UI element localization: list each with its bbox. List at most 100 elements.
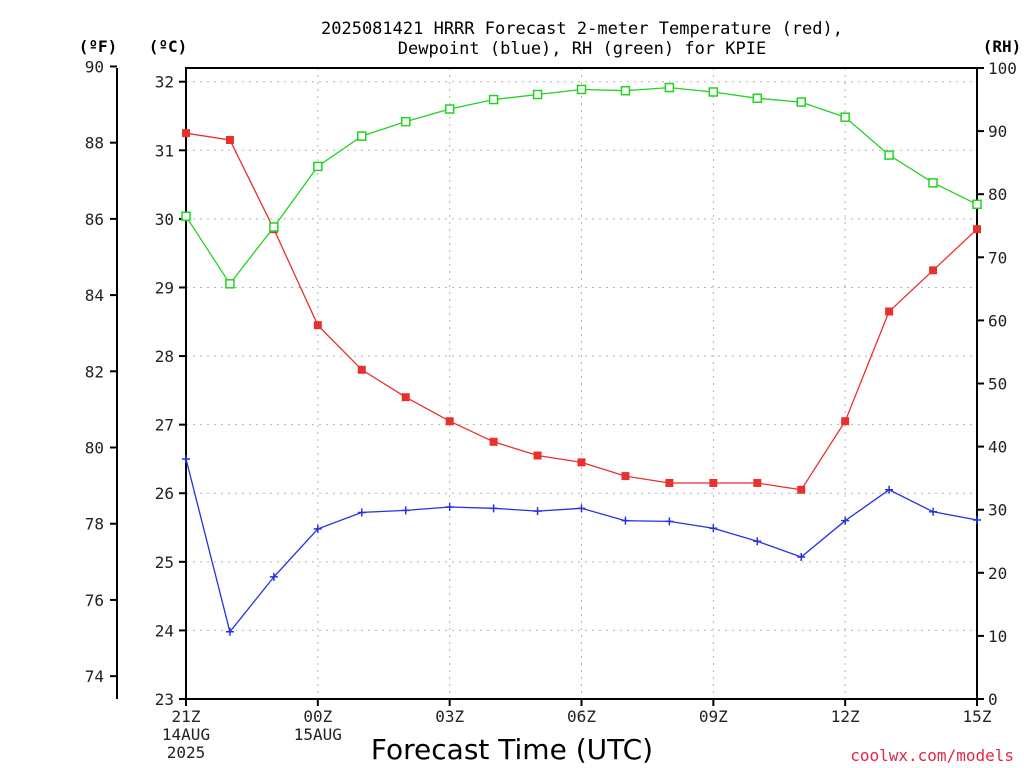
temperature-marker: [621, 472, 630, 481]
temperature-marker: [797, 485, 806, 494]
fahrenheit-tick-label: 90: [85, 57, 104, 76]
temperature-marker: [313, 321, 322, 330]
dewpoint-marker: [533, 507, 542, 516]
rh-tick-label: 100: [988, 59, 1017, 78]
rh-marker: [181, 211, 191, 222]
rh-axis: 0 10 20 30 40 50 60 70 80 90 100: [977, 59, 1017, 709]
dewpoint-marker: [753, 537, 762, 546]
rh-marker: [269, 222, 279, 232]
fahrenheit-tick-label: 80: [85, 439, 104, 458]
dewpoint-marker: [313, 524, 322, 533]
fahrenheit-tick-label: 78: [85, 515, 104, 534]
temperature-line: [185, 132, 978, 491]
x-tick-label: 03Z: [435, 707, 464, 726]
rh-marker: [576, 84, 587, 95]
dewpoint-marker: [973, 515, 981, 524]
dewpoint-marker: [885, 485, 894, 494]
rh-tick-label: 0: [988, 690, 998, 709]
x-tick-label: 21Z: [172, 707, 201, 726]
fahrenheit-tick-label: 88: [85, 134, 104, 153]
temperature-marker: [577, 458, 586, 467]
rh-marker: [664, 82, 675, 93]
celsius-tick-label: 25: [155, 553, 174, 572]
temperature-marker: [709, 478, 718, 487]
celsius-tick-label: 29: [155, 278, 174, 297]
rh-marker: [400, 116, 411, 127]
celsius-tick-label: 27: [155, 416, 174, 435]
temperature-marker: [665, 478, 674, 487]
celsius-tick-label: 23: [155, 690, 174, 709]
x-axis-title: Forecast Time (UTC): [371, 733, 653, 766]
dewpoint-marker: [357, 508, 366, 517]
x-tick-label: 06Z: [567, 707, 596, 726]
temperature-marker: [445, 417, 454, 426]
dewpoint-marker: [269, 572, 278, 581]
x-tick-label: 00Z: [303, 707, 332, 726]
rh-series: [181, 82, 982, 289]
fahrenheit-tick-label: 82: [85, 362, 104, 381]
chart-title: 2025081421 HRRR Forecast 2-meter Tempera…: [321, 19, 843, 59]
dewpoint-marker: [489, 504, 498, 513]
dewpoint-marker: [709, 524, 718, 533]
temperature-marker: [401, 393, 410, 402]
fahrenheit-tick-label: 74: [85, 667, 104, 686]
temperature-marker: [929, 266, 938, 275]
rh-marker: [708, 87, 719, 97]
rh-tick-label: 10: [988, 627, 1007, 646]
fahrenheit-tick-label: 76: [85, 591, 104, 610]
credit-text: coolwx.com/models: [850, 746, 1014, 765]
fahrenheit-tick-label: 84: [85, 286, 104, 305]
rh-tick-label: 50: [988, 375, 1007, 394]
temperature-marker: [489, 437, 498, 446]
celsius-unit-label: (ºC): [149, 37, 188, 56]
rh-tick-label: 30: [988, 501, 1007, 520]
temperature-marker: [973, 225, 981, 234]
fahrenheit-unit-label: (ºF): [79, 37, 118, 56]
dewpoint-marker: [577, 504, 586, 513]
rh-marker: [928, 178, 938, 188]
rh-marker: [357, 131, 367, 141]
rh-marker: [444, 104, 455, 114]
dewpoint-marker: [797, 553, 806, 562]
title-line-2: Dewpoint (blue), RH (green) for KPIE: [398, 39, 766, 59]
celsius-tick-label: 28: [155, 347, 174, 366]
celsius-tick-label: 26: [155, 484, 174, 503]
celsius-axis: 23 24 25 26 27 28 29 30 31 32: [155, 73, 186, 709]
dewpoint-marker: [225, 627, 234, 636]
fahrenheit-axis: 74 76 78 80 82 84 86 88 90: [85, 57, 117, 686]
dewpoint-marker: [621, 516, 630, 525]
rh-marker: [488, 94, 499, 105]
rh-marker: [225, 279, 235, 289]
temperature-marker: [885, 307, 894, 316]
x-tick-label: 2025: [167, 743, 206, 762]
rh-marker: [752, 93, 763, 104]
dewpoint-marker: [401, 506, 410, 515]
x-tick-label: 15AUG: [294, 725, 342, 744]
temperature-marker: [753, 478, 762, 487]
celsius-tick-label: 32: [155, 73, 174, 92]
x-tick-label: 12Z: [831, 707, 860, 726]
rh-marker: [313, 161, 323, 172]
series-layer: [181, 82, 982, 636]
dewpoint-marker: [182, 454, 190, 463]
dewpoint-marker: [929, 507, 938, 516]
rh-marker: [884, 150, 894, 160]
rh-unit-label: (RH): [983, 37, 1022, 56]
temperature-series: [182, 129, 981, 494]
dewpoint-series: [182, 454, 981, 636]
temperature-marker: [533, 451, 542, 460]
celsius-tick-label: 31: [155, 141, 174, 160]
rh-marker: [796, 97, 806, 107]
celsius-tick-label: 24: [155, 621, 174, 640]
fahrenheit-tick-label: 86: [85, 210, 104, 229]
rh-tick-label: 60: [988, 311, 1007, 330]
temperature-marker: [357, 365, 366, 374]
x-tick-label: 09Z: [699, 707, 728, 726]
temperature-marker: [841, 417, 850, 426]
title-line-1: 2025081421 HRRR Forecast 2-meter Tempera…: [321, 19, 843, 39]
celsius-tick-label: 30: [155, 210, 174, 229]
rh-tick-label: 40: [988, 438, 1007, 457]
temperature-marker: [182, 129, 190, 138]
dewpoint-marker: [665, 517, 674, 526]
